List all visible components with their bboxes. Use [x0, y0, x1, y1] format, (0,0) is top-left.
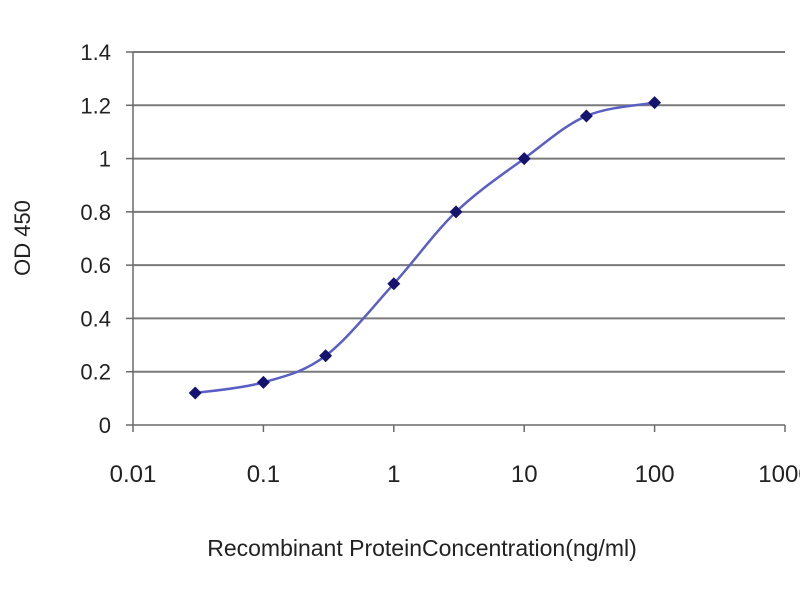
- series-line: [195, 101, 655, 395]
- y-tick-label: 0.8: [80, 200, 111, 225]
- data-point-marker: [256, 375, 270, 389]
- axis-layer: [132, 52, 785, 426]
- x-tick-label: 1: [387, 461, 400, 488]
- series-layer: [188, 96, 662, 400]
- x-tick-label: 100: [635, 461, 675, 488]
- y-tick-labels: 0 0.2 0.4 0.6 0.8 1 1.2 1.4: [80, 40, 133, 438]
- data-point-marker: [648, 96, 662, 110]
- y-tick-label: 1: [99, 147, 111, 172]
- data-point-marker: [579, 109, 593, 123]
- x-axis-label: Recombinant ProteinConcentration(ng/ml): [207, 535, 637, 561]
- x-tick-label: 1000: [758, 461, 800, 488]
- x-tick-labels: 0.01 0.1 1 10 100 1000: [110, 425, 800, 488]
- grid-layer: [133, 51, 785, 373]
- data-point-marker: [319, 349, 333, 363]
- y-axis-label: OD 450: [10, 200, 35, 276]
- data-point-marker: [449, 205, 463, 219]
- data-point-marker: [387, 277, 401, 291]
- data-point-marker: [517, 152, 531, 166]
- y-tick-label: 1.2: [80, 93, 111, 118]
- x-tick-label: 0.01: [110, 461, 157, 488]
- x-tick-label: 0.1: [247, 461, 280, 488]
- data-point-marker: [188, 386, 202, 400]
- x-tick-label: 10: [511, 461, 538, 488]
- y-tick-label: 0.4: [80, 306, 111, 331]
- y-tick-label: 0.6: [80, 253, 111, 278]
- y-tick-label: 0.2: [80, 360, 111, 385]
- y-tick-label: 1.4: [80, 40, 111, 65]
- y-tick-label: 0: [99, 413, 111, 438]
